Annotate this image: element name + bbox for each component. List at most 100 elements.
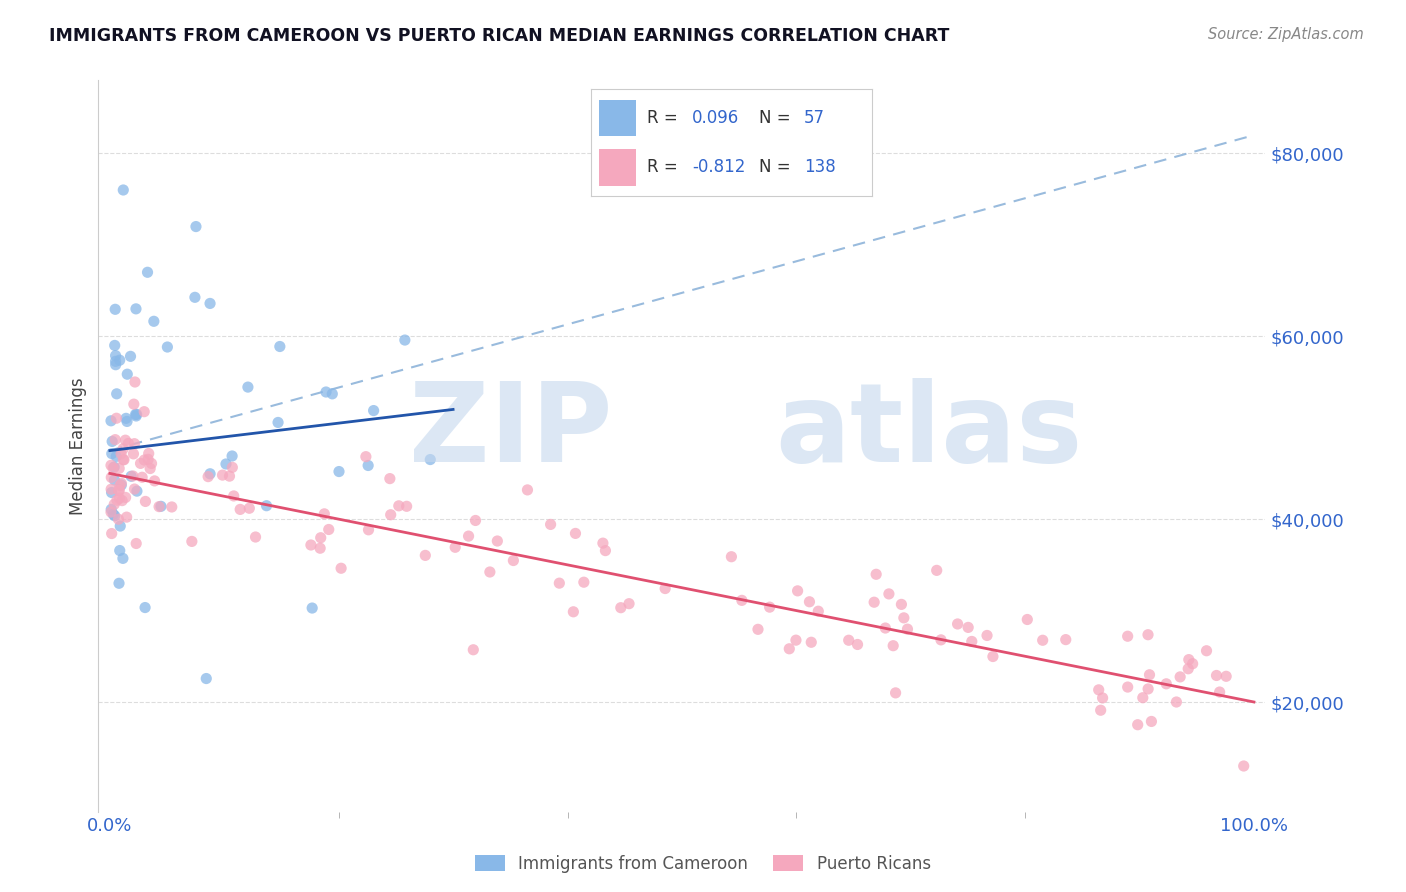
Point xyxy=(160,500,183,514)
Point xyxy=(1116,680,1139,694)
Point xyxy=(1177,662,1199,676)
Point xyxy=(1090,703,1112,717)
Point xyxy=(540,517,562,532)
Point xyxy=(884,686,907,700)
Point xyxy=(107,483,129,498)
Point xyxy=(238,501,260,516)
Point xyxy=(148,500,170,514)
Point xyxy=(104,338,127,352)
Text: 57: 57 xyxy=(804,109,825,127)
Point xyxy=(100,485,122,500)
Point xyxy=(896,622,918,636)
Point xyxy=(112,452,135,467)
Point xyxy=(108,478,131,492)
Point xyxy=(138,446,160,460)
Point xyxy=(120,469,142,483)
Point xyxy=(1181,657,1204,671)
Point xyxy=(197,469,219,483)
Point xyxy=(1139,667,1161,681)
Point xyxy=(134,600,156,615)
Point xyxy=(610,600,633,615)
Point xyxy=(720,549,742,564)
Point xyxy=(388,499,411,513)
Point xyxy=(117,368,139,382)
Point xyxy=(110,478,132,492)
Point xyxy=(108,461,131,475)
Point xyxy=(129,457,152,471)
Point xyxy=(125,536,148,550)
Point xyxy=(100,526,122,541)
Y-axis label: Median Earnings: Median Earnings xyxy=(69,377,87,515)
Point xyxy=(617,597,640,611)
Point xyxy=(419,452,441,467)
Point xyxy=(112,442,135,456)
Point xyxy=(929,632,952,647)
Point xyxy=(378,472,401,486)
Point xyxy=(1137,681,1160,696)
Point xyxy=(654,582,676,596)
Point xyxy=(786,583,808,598)
Point xyxy=(1233,759,1256,773)
Point xyxy=(104,508,127,523)
Point xyxy=(875,621,897,635)
Point xyxy=(1208,685,1230,699)
Point xyxy=(108,353,131,368)
Point xyxy=(463,642,485,657)
Point xyxy=(328,465,350,479)
Point xyxy=(104,354,127,368)
Point xyxy=(143,474,166,488)
Point xyxy=(101,434,124,449)
Point xyxy=(125,409,148,423)
Point xyxy=(321,387,343,401)
Point xyxy=(981,649,1004,664)
Text: Source: ZipAtlas.com: Source: ZipAtlas.com xyxy=(1208,27,1364,42)
Point xyxy=(100,470,122,484)
Point xyxy=(846,638,869,652)
Point xyxy=(1017,613,1039,627)
Point xyxy=(115,411,138,425)
Point xyxy=(124,436,146,450)
Point xyxy=(838,633,860,648)
Text: R =: R = xyxy=(647,159,683,177)
Point xyxy=(100,414,122,428)
Point xyxy=(104,433,127,447)
Point xyxy=(976,628,998,642)
Point xyxy=(925,563,948,577)
Point xyxy=(142,314,165,328)
Point xyxy=(236,380,259,394)
Text: N =: N = xyxy=(759,109,796,127)
Point xyxy=(124,482,146,496)
Point xyxy=(464,513,486,527)
Bar xyxy=(599,100,636,136)
Point xyxy=(357,458,380,473)
Point xyxy=(215,457,238,471)
Point xyxy=(184,219,207,234)
Point xyxy=(105,387,128,401)
Point xyxy=(1126,717,1149,731)
Point xyxy=(221,449,243,463)
Point xyxy=(267,416,290,430)
Point xyxy=(125,301,148,316)
Point xyxy=(100,505,122,519)
Point xyxy=(105,493,128,508)
Point xyxy=(1137,628,1160,642)
Point xyxy=(758,600,780,615)
Point xyxy=(799,595,821,609)
Point xyxy=(946,617,969,632)
Point xyxy=(309,531,332,545)
Point xyxy=(122,397,145,411)
Point xyxy=(104,349,127,363)
Point xyxy=(122,447,145,461)
Point xyxy=(198,467,221,481)
Point xyxy=(1205,668,1227,682)
Text: ZIP: ZIP xyxy=(409,378,612,485)
Point xyxy=(104,302,127,317)
Point xyxy=(103,473,125,487)
Point xyxy=(502,553,524,567)
Point xyxy=(120,349,142,363)
Point xyxy=(299,538,322,552)
Point xyxy=(1032,633,1054,648)
Point xyxy=(1087,682,1109,697)
Point xyxy=(101,461,124,475)
Point xyxy=(198,296,221,310)
